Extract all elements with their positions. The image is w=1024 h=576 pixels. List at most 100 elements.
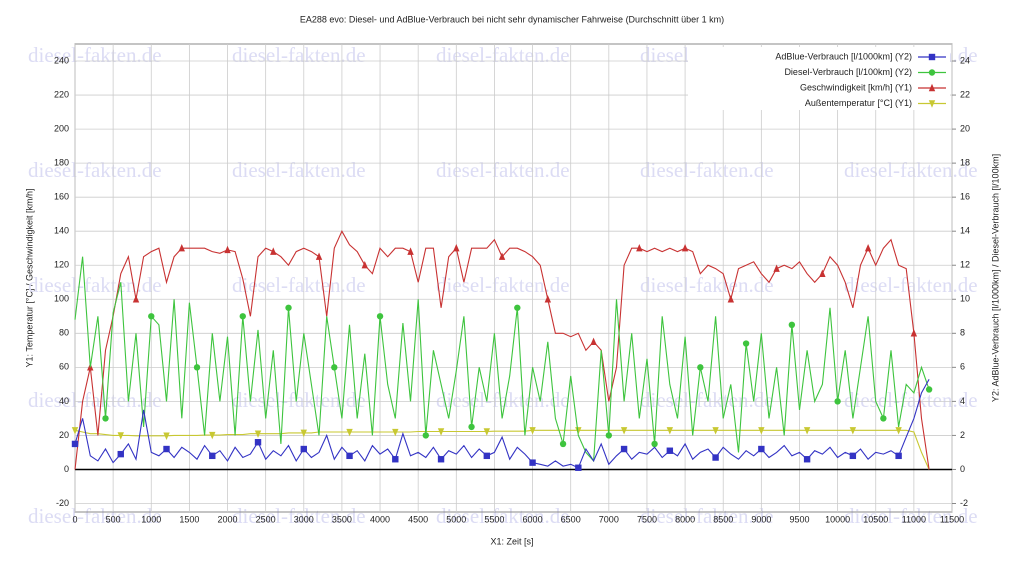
marker [376, 313, 384, 320]
y-tick-label: -20 [56, 498, 69, 508]
y2-tick-label: 0 [960, 464, 965, 474]
y2-tick-label: 14 [960, 226, 970, 236]
x-tick-label: 3500 [332, 514, 352, 524]
y-tick-label: 60 [59, 362, 69, 372]
y-tick-label: 200 [54, 123, 69, 133]
x-tick-label: 11500 [940, 514, 964, 524]
marker [928, 83, 936, 92]
marker [590, 337, 597, 346]
y-tick-label: 40 [59, 396, 69, 406]
x-tick-label: 2000 [218, 514, 238, 524]
watermark: diesel-fakten.de [844, 273, 978, 297]
marker [712, 427, 719, 435]
marker [483, 452, 491, 460]
x-tick-label: 11000 [902, 514, 926, 524]
watermark: diesel-fakten.de [436, 504, 570, 528]
watermark: diesel-fakten.de [436, 388, 570, 412]
marker [575, 427, 582, 435]
y2-axis-label: Y2: AdBlue-Verbrauch [l/1000km] / Diesel… [990, 154, 1000, 402]
marker [666, 447, 674, 454]
marker [803, 427, 811, 435]
x-tick-label: 1000 [141, 514, 161, 524]
y2-tick-label: 12 [960, 260, 970, 270]
legend-label: Diesel-Verbrauch [l/100km] (Y2) [784, 67, 912, 77]
marker [651, 440, 658, 448]
x-tick-label: 6500 [561, 514, 581, 524]
marker [392, 428, 399, 437]
x-tick-label: 10500 [863, 514, 888, 524]
marker [285, 304, 292, 311]
watermark: diesel-fakten.de [232, 273, 366, 297]
x-tick-label: 9500 [789, 514, 809, 524]
y-tick-label: 20 [59, 430, 69, 440]
marker [620, 445, 628, 453]
marker [697, 364, 704, 371]
x-tick-label: 8500 [713, 514, 733, 524]
legend-label: Außentemperatur [°C] (Y1) [805, 98, 912, 108]
series-line [74, 229, 930, 470]
marker [331, 364, 338, 371]
marker [666, 427, 674, 435]
marker [773, 264, 780, 272]
watermark: diesel-fakten.de [436, 158, 570, 182]
marker [300, 445, 307, 453]
marker [407, 247, 414, 255]
marker [758, 427, 765, 435]
marker [254, 439, 262, 446]
y2-tick-label: 2 [960, 430, 965, 440]
watermark: diesel-fakten.de [28, 504, 162, 528]
marker [575, 464, 582, 471]
marker [300, 429, 307, 438]
marker [117, 450, 124, 458]
y-tick-label: 120 [54, 260, 69, 270]
marker [468, 423, 475, 431]
marker [224, 245, 231, 254]
marker [925, 386, 933, 393]
x-tick-label: 8000 [675, 514, 695, 524]
x-tick-label: 10000 [825, 514, 850, 524]
marker [895, 452, 902, 460]
watermark: diesel-fakten.de [232, 158, 366, 182]
marker [620, 427, 628, 435]
marker [132, 295, 140, 303]
y2-tick-label: 22 [960, 89, 970, 99]
y-tick-label: 140 [54, 226, 69, 236]
marker [819, 269, 826, 277]
y2-tick-label: 8 [960, 328, 965, 338]
y-tick-label: 80 [59, 328, 69, 338]
marker [71, 440, 79, 448]
watermark: diesel-fakten.de [844, 388, 978, 412]
marker [559, 440, 567, 448]
marker [514, 304, 521, 311]
watermark: diesel-fakten.de [436, 273, 570, 297]
y-tick-label: 0 [64, 464, 69, 474]
legend-label: Geschwindigkeit [km/h] (Y1) [800, 82, 912, 92]
marker [529, 459, 536, 466]
marker [758, 445, 765, 453]
marker [483, 428, 491, 436]
y2-tick-label: 4 [960, 396, 965, 406]
marker [209, 431, 216, 440]
marker [193, 364, 201, 371]
watermark: diesel-fakten.de [232, 388, 366, 412]
marker [163, 445, 170, 453]
y-tick-label: 160 [54, 192, 69, 202]
marker [422, 432, 429, 439]
marker [209, 452, 216, 460]
x-tick-label: 7500 [637, 514, 657, 524]
x-tick-label: 2500 [256, 514, 276, 524]
x-tick-label: 6000 [523, 514, 543, 524]
marker [117, 432, 124, 440]
watermark: diesel-fakten.de [28, 158, 162, 182]
series-line [74, 256, 930, 463]
legend-box [688, 47, 950, 110]
marker [437, 428, 445, 436]
watermark: diesel-fakten.de [844, 158, 978, 182]
x-tick-label: 5500 [484, 514, 504, 524]
marker [605, 432, 613, 439]
y2-tick-label: 6 [960, 362, 965, 372]
watermark: diesel-fakten.de [844, 504, 978, 528]
y2-tick-label: 20 [960, 123, 970, 133]
